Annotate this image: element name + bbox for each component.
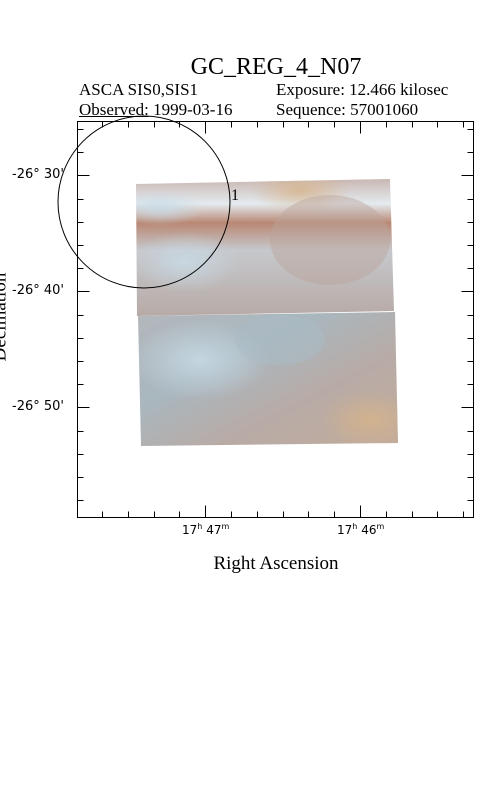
- observed-text: Observed: 1999-03-16: [79, 100, 232, 120]
- dec-tick-label-30: -26° 30': [12, 167, 64, 182]
- ra-tick-label-1747: 17h 47m: [182, 522, 230, 537]
- observed-date: 1999-03-16: [153, 100, 233, 119]
- axis-ticks: [77, 121, 474, 518]
- xray-image-lower-chip: [138, 312, 398, 446]
- sequence-text: Sequence: 57001060: [276, 100, 419, 119]
- plot-title: GC_REG_4_N07: [190, 54, 362, 80]
- plot-frame: [77, 121, 474, 518]
- dec-tick-label-40: -26° 40': [12, 283, 64, 298]
- ra-tick-label-1746: 17h 46m: [337, 522, 385, 537]
- source-region-circle: [57, 115, 231, 289]
- dec-tick-label-50: -26° 50': [12, 399, 64, 414]
- x-axis-label: Right Ascension: [213, 553, 339, 574]
- instrument-text: ASCA SIS0,SIS1: [79, 80, 199, 99]
- xray-image-upper-chip: [136, 179, 394, 316]
- exposure-text: Exposure: 12.466 kilosec: [276, 80, 449, 99]
- observed-label: Observed:: [79, 100, 149, 119]
- y-axis-label: Declination: [0, 272, 11, 362]
- source-label: 1: [231, 187, 239, 204]
